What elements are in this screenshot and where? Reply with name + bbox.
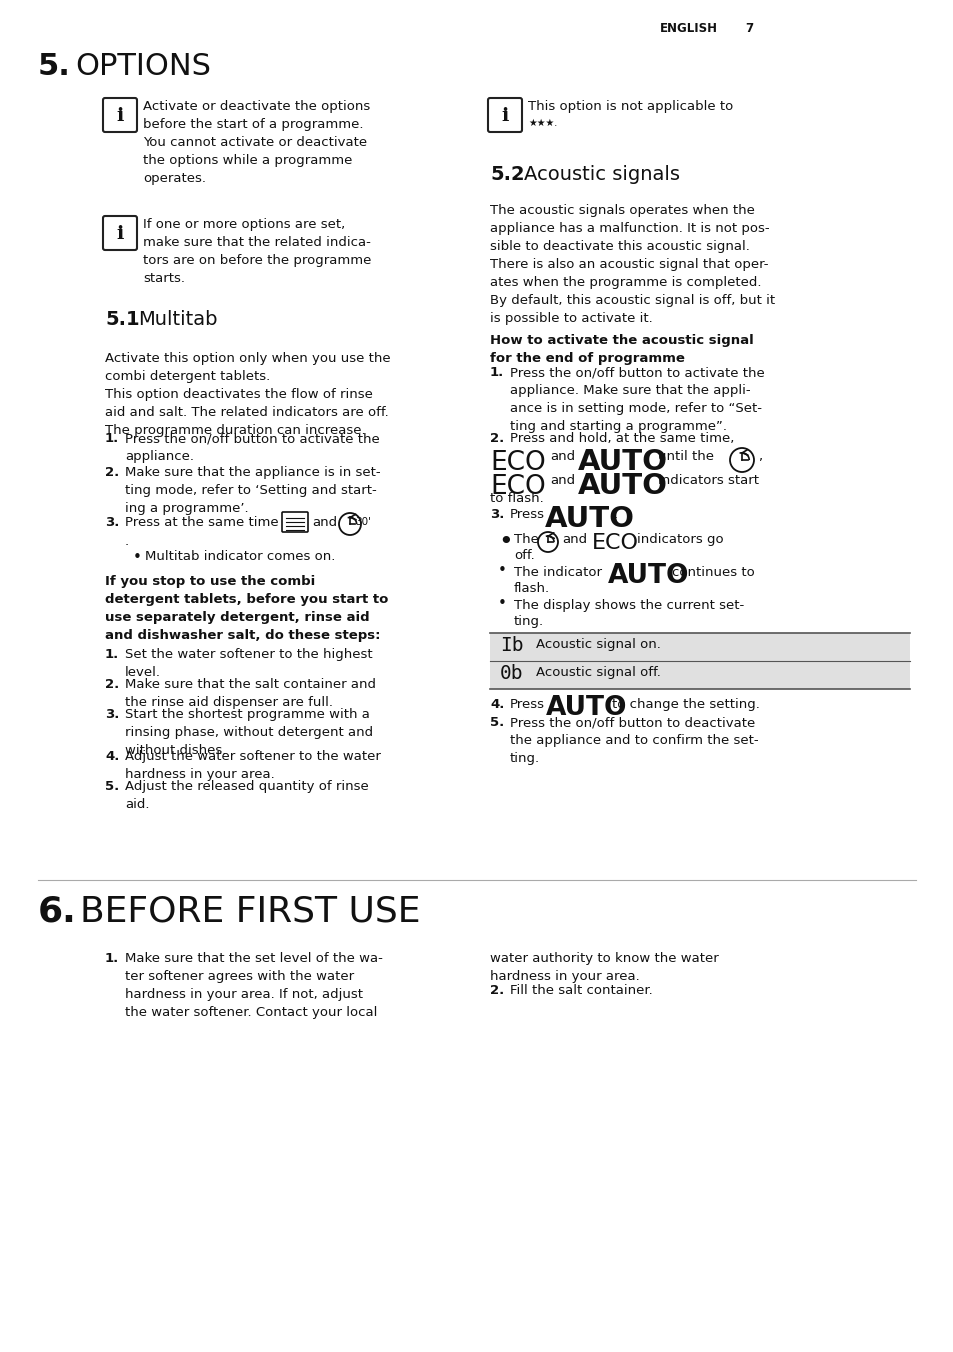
Text: ECO: ECO (490, 475, 545, 500)
Text: 3.: 3. (490, 508, 504, 521)
Text: Make sure that the appliance is in set-
ting mode, refer to ‘Setting and start-
: Make sure that the appliance is in set- … (125, 466, 380, 515)
Bar (490, 633, 909, 661)
FancyBboxPatch shape (103, 97, 137, 132)
Text: to flash.: to flash. (490, 492, 543, 506)
Text: OPTIONS: OPTIONS (75, 51, 211, 81)
Text: Start the shortest programme with a
rinsing phase, without detergent and
without: Start the shortest programme with a rins… (125, 708, 373, 757)
Text: 1.: 1. (105, 433, 119, 445)
Text: off.: off. (514, 549, 535, 562)
Text: Make sure that the set level of the wa-
ter softener agrees with the water
hardn: Make sure that the set level of the wa- … (125, 952, 382, 1019)
Text: Ib: Ib (499, 635, 523, 654)
Text: 3.: 3. (105, 708, 119, 721)
Text: 1.: 1. (105, 648, 119, 661)
FancyBboxPatch shape (103, 216, 137, 250)
Text: AUTO: AUTO (544, 506, 635, 533)
Text: continues to: continues to (671, 566, 754, 579)
Text: •: • (497, 562, 506, 579)
Text: Activate or deactivate the options
before the start of a programme.
You cannot a: Activate or deactivate the options befor… (143, 100, 370, 185)
Text: 30': 30' (355, 516, 371, 527)
Text: ting.: ting. (514, 615, 543, 627)
Text: indicators go: indicators go (637, 533, 723, 546)
Text: Multitab: Multitab (138, 310, 217, 329)
Text: 0b: 0b (499, 664, 523, 683)
Text: 2.: 2. (490, 984, 504, 996)
Text: and: and (550, 475, 575, 487)
Text: 6.: 6. (38, 894, 76, 927)
Text: 1.: 1. (105, 952, 119, 965)
Text: ECO: ECO (592, 533, 639, 553)
Text: to change the setting.: to change the setting. (612, 698, 760, 711)
Text: and: and (550, 450, 575, 462)
Text: and: and (312, 516, 336, 529)
Text: Press and hold, at the same time,: Press and hold, at the same time, (510, 433, 734, 445)
Text: Adjust the released quantity of rinse
aid.: Adjust the released quantity of rinse ai… (125, 780, 369, 811)
Text: 2.: 2. (490, 433, 504, 445)
Text: Acoustic signal on.: Acoustic signal on. (536, 638, 660, 652)
Text: AUTO: AUTO (545, 695, 627, 721)
Text: 7: 7 (744, 22, 752, 35)
Text: i: i (116, 107, 124, 124)
Text: 5.2: 5.2 (490, 165, 524, 184)
Text: ECO: ECO (490, 450, 545, 476)
Text: i: i (500, 107, 508, 124)
Text: If you stop to use the combi
detergent tablets, before you start to
use separate: If you stop to use the combi detergent t… (105, 575, 388, 642)
Text: •: • (497, 596, 506, 611)
Text: Fill the salt container.: Fill the salt container. (510, 984, 652, 996)
Text: Press at the same time: Press at the same time (125, 516, 278, 529)
Text: 4.: 4. (105, 750, 119, 763)
FancyBboxPatch shape (282, 512, 308, 531)
Text: The display shows the current set-: The display shows the current set- (514, 599, 743, 612)
Text: The: The (514, 533, 538, 546)
Text: 4.: 4. (490, 698, 504, 711)
Text: If one or more options are set,
make sure that the related indica-
tors are on b: If one or more options are set, make sur… (143, 218, 371, 285)
Text: 5.: 5. (105, 780, 119, 794)
Text: Make sure that the salt container and
the rinse aid dispenser are full.: Make sure that the salt container and th… (125, 677, 375, 708)
Text: 2.: 2. (105, 677, 119, 691)
Text: AUTO: AUTO (607, 562, 689, 589)
Text: 2.: 2. (105, 466, 119, 479)
Text: How to activate the acoustic signal
for the end of programme: How to activate the acoustic signal for … (490, 334, 753, 365)
Text: ENGLISH: ENGLISH (659, 22, 718, 35)
FancyBboxPatch shape (488, 97, 521, 132)
Text: Acoustic signals: Acoustic signals (523, 165, 679, 184)
Text: water authority to know the water
hardness in your area.: water authority to know the water hardne… (490, 952, 718, 983)
Text: 5.1: 5.1 (105, 310, 139, 329)
Text: Press: Press (510, 508, 544, 521)
Text: ★★★.: ★★★. (527, 118, 557, 128)
Text: Acoustic signal off.: Acoustic signal off. (536, 667, 660, 679)
Text: The indicator: The indicator (514, 566, 601, 579)
Text: 3.: 3. (105, 516, 119, 529)
Text: Press the on/off button to activate the
appliance.: Press the on/off button to activate the … (125, 433, 379, 462)
Text: Multitab indicator comes on.: Multitab indicator comes on. (145, 550, 335, 562)
Text: BEFORE FIRST USE: BEFORE FIRST USE (80, 894, 420, 927)
Text: AUTO: AUTO (578, 448, 667, 476)
Text: flash.: flash. (514, 581, 550, 595)
Text: 1.: 1. (490, 366, 504, 379)
Text: Activate this option only when you use the
combi detergent tablets.
This option : Activate this option only when you use t… (105, 352, 390, 437)
Text: Press the on/off button to deactivate
the appliance and to confirm the set-
ting: Press the on/off button to deactivate th… (510, 717, 758, 765)
Text: Set the water softener to the highest
level.: Set the water softener to the highest le… (125, 648, 373, 679)
Text: .: . (125, 535, 129, 548)
Bar (490, 661, 909, 690)
Text: .: . (614, 508, 618, 521)
Text: The acoustic signals operates when the
appliance has a malfunction. It is not po: The acoustic signals operates when the a… (490, 204, 774, 324)
Text: i: i (116, 224, 124, 243)
Text: until the: until the (658, 450, 713, 462)
Text: This option is not applicable to: This option is not applicable to (527, 100, 733, 114)
Text: AUTO: AUTO (578, 472, 667, 500)
Text: Press: Press (510, 698, 544, 711)
Text: •: • (497, 530, 512, 554)
Text: Adjust the water softener to the water
hardness in your area.: Adjust the water softener to the water h… (125, 750, 380, 781)
Text: 5.: 5. (38, 51, 71, 81)
Text: and: and (561, 533, 586, 546)
Text: Press the on/off button to activate the
appliance. Make sure that the appli-
anc: Press the on/off button to activate the … (510, 366, 764, 433)
Text: •: • (132, 550, 142, 565)
Text: ,: , (758, 450, 761, 462)
Text: 5.: 5. (490, 717, 504, 729)
Text: indicators start: indicators start (658, 475, 759, 487)
